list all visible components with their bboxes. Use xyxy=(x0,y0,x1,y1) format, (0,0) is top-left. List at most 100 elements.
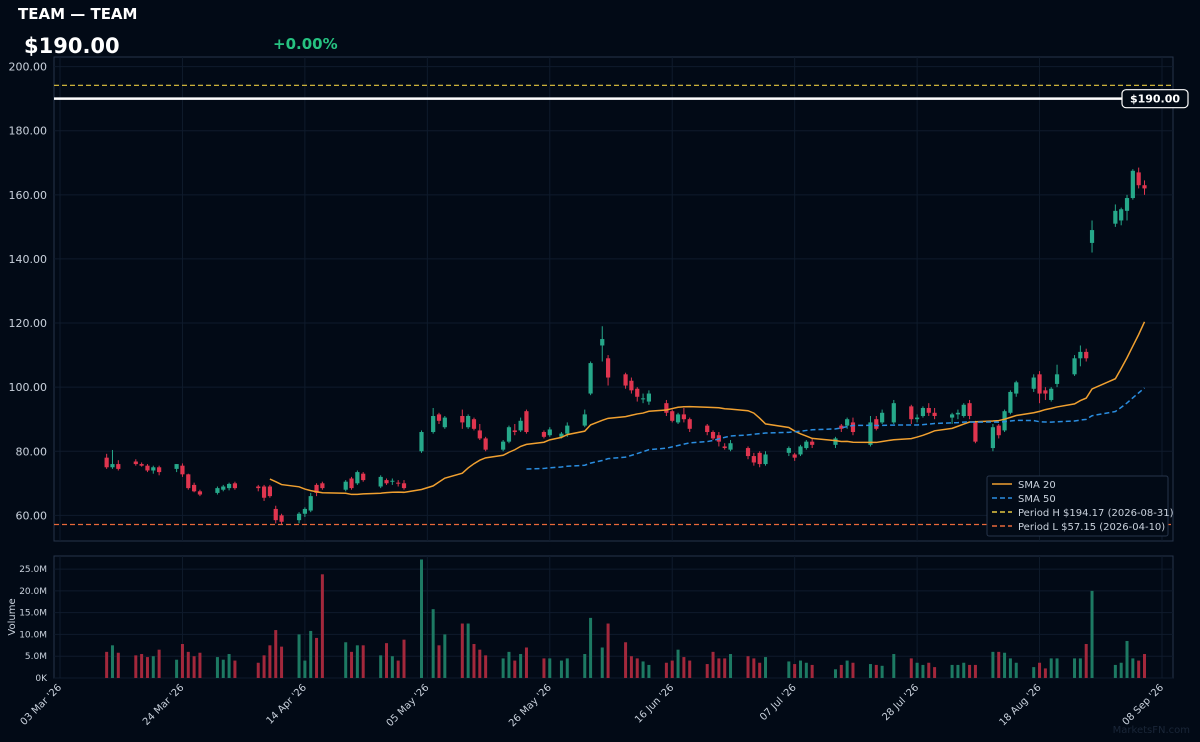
legend-label: Period L $57.15 (2026-04-10) xyxy=(1018,522,1165,533)
volume-tick-label: 5.0M xyxy=(25,652,47,662)
volume-bar xyxy=(472,644,476,678)
volume-bar xyxy=(513,660,517,678)
volume-bar xyxy=(466,623,470,678)
volume-bar xyxy=(145,657,149,678)
volume-bar xyxy=(746,656,750,678)
candle-body xyxy=(133,461,138,465)
candle-body xyxy=(909,406,914,420)
current-price: $190.00 xyxy=(24,34,120,58)
candle-body xyxy=(518,420,523,431)
candle-body xyxy=(157,467,162,473)
x-tick-label: 26 May '26 xyxy=(507,682,554,729)
watermark: MarketsFN.com xyxy=(1112,725,1190,736)
volume-bar xyxy=(443,634,447,678)
candle-body xyxy=(1089,230,1095,243)
candle-body xyxy=(588,363,593,394)
volume-bar xyxy=(664,662,668,678)
x-tick-label: 07 Jul '26 xyxy=(758,682,799,723)
volume-bar xyxy=(379,655,383,678)
volume-bar xyxy=(134,655,138,678)
volume-bar xyxy=(350,651,354,678)
candle-body xyxy=(687,419,692,429)
volume-bar xyxy=(110,645,114,678)
candle-body xyxy=(232,483,238,489)
chart-title: TEAM — TEAM xyxy=(18,5,138,23)
candle-body xyxy=(396,482,401,484)
candle-body xyxy=(891,403,896,423)
last-price-tag xyxy=(1121,89,1189,109)
candle-body xyxy=(792,454,797,458)
volume-bar xyxy=(810,664,814,678)
candle-body xyxy=(961,404,966,416)
candle-body xyxy=(279,515,284,522)
volume-bar xyxy=(833,669,837,678)
volume-bar xyxy=(221,659,225,678)
candle-body xyxy=(471,419,477,429)
candle-body xyxy=(751,456,756,463)
volume-bar xyxy=(431,609,435,678)
candle-body xyxy=(559,433,564,437)
volume-bar xyxy=(973,664,977,678)
volume-bar xyxy=(140,654,144,678)
candle-body xyxy=(442,417,447,428)
candle-body xyxy=(273,508,278,521)
volume-tick-label: 0K xyxy=(35,674,48,684)
legend-label: SMA 20 xyxy=(1018,480,1056,491)
candle-body xyxy=(1049,388,1054,400)
candle-body xyxy=(880,412,885,423)
volume-bar xyxy=(717,658,721,678)
volume-bar xyxy=(157,649,161,678)
price-panel xyxy=(53,56,1174,542)
candle-body xyxy=(1084,351,1089,359)
volume-bar xyxy=(105,651,109,678)
candle-body xyxy=(1054,374,1060,384)
volume-bar xyxy=(892,654,896,678)
volume-bar xyxy=(227,654,231,678)
x-tick-label: 24 Mar '26 xyxy=(141,682,187,728)
candle-body xyxy=(1124,198,1130,211)
candle-body xyxy=(314,484,319,493)
volume-bar xyxy=(1073,658,1077,678)
candle-body xyxy=(949,414,955,418)
volume-bar xyxy=(1055,658,1059,678)
volume-bar xyxy=(542,658,546,678)
volume-bar xyxy=(997,651,1001,678)
volume-bar xyxy=(151,656,155,678)
price-tick-label: 80.00 xyxy=(16,445,48,458)
sma20-line xyxy=(269,321,1146,496)
candle-body xyxy=(320,483,325,489)
candle-body xyxy=(675,414,681,423)
volume-bar xyxy=(303,660,307,678)
candle-body xyxy=(681,414,686,420)
candle-body xyxy=(116,464,121,469)
volume-bar xyxy=(1014,662,1018,678)
candle-body xyxy=(477,430,482,439)
candle-body xyxy=(221,486,226,490)
candle-body xyxy=(296,513,302,521)
candle-body xyxy=(967,403,972,416)
volume-bar xyxy=(186,651,190,678)
volume-bar xyxy=(1049,658,1053,678)
candle-body xyxy=(466,415,471,428)
candle-body xyxy=(605,358,611,378)
price-tick-label: 100.00 xyxy=(9,381,48,394)
volume-bar xyxy=(909,658,913,678)
candle-body xyxy=(256,486,261,489)
volume-bar xyxy=(956,664,960,678)
x-tick-label: 16 Jun '26 xyxy=(633,682,676,725)
volume-bar xyxy=(262,655,266,678)
volume-bar xyxy=(723,658,727,678)
candle-body xyxy=(308,496,313,511)
volume-bar xyxy=(600,647,604,678)
volume-bar xyxy=(670,660,674,678)
legend-label: Period H $194.17 (2026-08-31) xyxy=(1018,508,1174,519)
sma50-line xyxy=(526,387,1145,470)
candle-body xyxy=(197,491,203,495)
candle-body xyxy=(786,448,791,453)
candle-body xyxy=(763,454,768,465)
candle-body xyxy=(384,480,389,484)
candle-body xyxy=(261,486,267,498)
candle-body xyxy=(215,488,220,493)
candle-body xyxy=(1072,358,1077,375)
volume-bar xyxy=(420,559,424,678)
